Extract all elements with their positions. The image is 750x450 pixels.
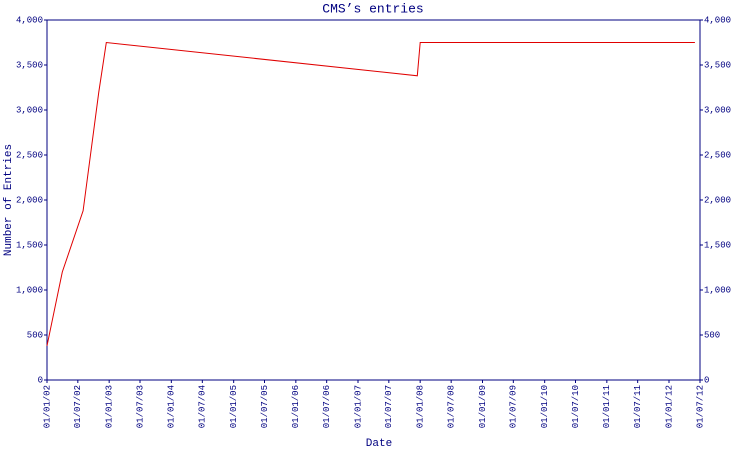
x-tick-label: 01/07/10 bbox=[571, 385, 581, 428]
x-tick-label: 01/01/05 bbox=[229, 385, 239, 428]
x-tick-label: 01/07/09 bbox=[509, 385, 519, 428]
x-tick-label: 01/07/11 bbox=[633, 385, 643, 428]
x-tick-label: 01/07/04 bbox=[198, 385, 208, 428]
y-tick-label: 4,000 bbox=[16, 15, 43, 25]
x-tick-label: 01/07/08 bbox=[447, 385, 457, 428]
y-axis-label: Number of Entries bbox=[3, 144, 15, 256]
y2-tick-label: 0 bbox=[704, 375, 709, 385]
x-tick-label: 01/01/11 bbox=[602, 385, 612, 428]
y2-tick-label: 4,000 bbox=[704, 15, 731, 25]
x-tick-label: 01/01/03 bbox=[105, 385, 115, 428]
x-tick-label: 01/07/03 bbox=[135, 385, 145, 428]
y2-tick-label: 1,000 bbox=[704, 285, 731, 295]
y-tick-label: 1,500 bbox=[16, 240, 43, 250]
y2-tick-label: 2,000 bbox=[704, 195, 731, 205]
y-tick-label: 500 bbox=[27, 330, 43, 340]
y2-tick-label: 500 bbox=[704, 330, 720, 340]
y-tick-label: 2,500 bbox=[16, 150, 43, 160]
y-tick-label: 0 bbox=[38, 375, 43, 385]
x-tick-label: 01/07/05 bbox=[260, 385, 270, 428]
y2-tick-label: 3,500 bbox=[704, 60, 731, 70]
y2-tick-label: 1,500 bbox=[704, 240, 731, 250]
y-tick-label: 3,000 bbox=[16, 105, 43, 115]
chart-title: CMS’s entries bbox=[322, 1, 423, 16]
x-tick-label: 01/01/10 bbox=[540, 385, 550, 428]
y2-tick-label: 3,000 bbox=[704, 105, 731, 115]
y-tick-label: 1,000 bbox=[16, 285, 43, 295]
x-tick-label: 01/01/09 bbox=[478, 385, 488, 428]
data-line bbox=[46, 41, 695, 346]
y-tick-label: 3,500 bbox=[16, 60, 43, 70]
x-tick-label: 01/07/12 bbox=[695, 385, 705, 428]
y-tick-label: 2,000 bbox=[16, 195, 43, 205]
x-tick-label: 01/01/12 bbox=[664, 385, 674, 428]
x-tick-label: 01/01/04 bbox=[167, 385, 177, 428]
x-tick-label: 01/01/07 bbox=[353, 385, 363, 428]
x-axis-label: Date bbox=[366, 438, 392, 450]
y2-tick-label: 2,500 bbox=[704, 150, 731, 160]
x-tick-label: 01/01/02 bbox=[42, 385, 52, 428]
plot-frame bbox=[46, 19, 701, 381]
x-tick-label: 01/07/06 bbox=[322, 385, 332, 428]
x-tick-label: 01/01/06 bbox=[291, 385, 301, 428]
x-tick-label: 01/07/02 bbox=[73, 385, 83, 428]
x-tick-label: 01/07/07 bbox=[384, 385, 394, 428]
x-tick-label: 01/01/08 bbox=[416, 385, 426, 428]
